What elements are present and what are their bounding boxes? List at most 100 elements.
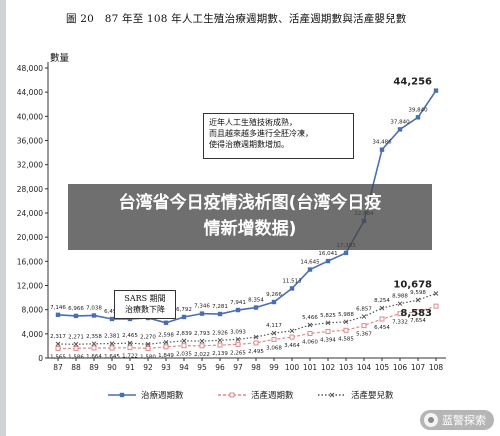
data-point xyxy=(361,323,367,329)
data-label: 7,038 xyxy=(86,305,102,311)
x-tick-label: 93 xyxy=(161,363,171,372)
watermark: 蓝警探索 xyxy=(420,410,494,430)
data-label: 7,346 xyxy=(194,304,210,310)
data-point xyxy=(109,345,115,351)
y-tick-label: 28,000 xyxy=(17,185,43,194)
data-point xyxy=(91,345,97,351)
data-label: 39,840 xyxy=(408,107,428,113)
data-label: 7,332 xyxy=(392,320,408,326)
data-point xyxy=(343,319,349,325)
x-tick-label: 94 xyxy=(179,363,189,372)
data-label: 3,464 xyxy=(284,343,300,349)
data-label: 6,454 xyxy=(374,325,390,331)
data-point xyxy=(307,322,313,328)
data-point xyxy=(415,309,421,315)
data-label: 1,849 xyxy=(158,353,174,359)
data-point xyxy=(433,303,439,309)
policy-annotation: 近年人工生殖技術成熟， 而且越來越多進行全胚冷凍， 使得治療週期數增加。 xyxy=(203,113,354,159)
legend-marker xyxy=(229,392,235,398)
data-label: 6,792 xyxy=(176,307,192,313)
x-tick-label: 88 xyxy=(71,363,81,372)
data-point xyxy=(163,320,169,325)
data-point xyxy=(217,337,223,343)
watermark-text: 蓝警探索 xyxy=(442,414,486,427)
data-label: 2,271 xyxy=(68,334,84,340)
data-point xyxy=(91,341,97,347)
data-point xyxy=(181,338,187,344)
watermark-logo-icon xyxy=(424,413,438,427)
legend-marker xyxy=(119,392,125,398)
x-tick-label: 104 xyxy=(357,363,372,372)
chart-title: 圖 20 87 年至 108 年人工生殖治療週期數、活產週期數與活產嬰兒數 xyxy=(66,13,407,25)
data-point xyxy=(397,127,403,132)
x-tick-label: 95 xyxy=(197,363,207,372)
data-point xyxy=(271,299,277,305)
data-point xyxy=(253,305,259,310)
y-tick-label: 4,000 xyxy=(22,330,44,339)
data-point xyxy=(271,330,277,336)
x-tick-label: 92 xyxy=(143,363,153,372)
data-label: 2,598 xyxy=(158,332,174,338)
data-label: 1,580 xyxy=(140,354,156,360)
data-point xyxy=(127,345,133,351)
data-label: 2,495 xyxy=(248,349,264,355)
data-label: 1,722 xyxy=(122,354,138,360)
data-point xyxy=(343,327,349,333)
data-label: 9,598 xyxy=(410,290,426,296)
data-label: 6,458 xyxy=(104,309,120,315)
x-tick-label: 90 xyxy=(107,363,117,372)
y-tick-label: 40,000 xyxy=(17,112,43,121)
data-point xyxy=(379,305,385,311)
y-tick-label: 32,000 xyxy=(17,161,43,170)
data-label: 4,117 xyxy=(266,323,282,329)
x-tick-label: 107 xyxy=(411,363,426,372)
data-point xyxy=(217,311,223,317)
data-label: 2,381 xyxy=(104,334,120,340)
x-tick-label: 89 xyxy=(89,363,99,372)
data-label: 1,586 xyxy=(68,354,84,360)
data-point xyxy=(361,314,367,319)
data-point xyxy=(145,345,151,351)
data-label: 2,926 xyxy=(212,330,228,336)
x-tick-label: 103 xyxy=(339,363,354,372)
y-tick-label: 0 xyxy=(38,354,43,363)
data-point xyxy=(109,316,115,322)
y-tick-label: 16,000 xyxy=(17,257,43,266)
data-point xyxy=(199,338,205,344)
data-point xyxy=(73,341,79,347)
data-point xyxy=(289,334,295,340)
data-label: 2,465 xyxy=(122,333,138,339)
x-tick-label: 91 xyxy=(125,363,135,372)
data-label: 7,941 xyxy=(230,300,246,306)
x-tick-label: 101 xyxy=(303,363,318,372)
data-label: 37,840 xyxy=(390,119,410,125)
data-label: 1,565 xyxy=(50,355,66,361)
x-tick-label: 108 xyxy=(429,363,444,372)
page-edge-bar xyxy=(0,0,6,436)
data-label: 7,654 xyxy=(410,318,426,324)
data-point xyxy=(55,312,61,318)
data-point xyxy=(109,341,115,346)
data-point xyxy=(325,258,331,264)
data-point xyxy=(289,286,295,291)
x-tick-label: 98 xyxy=(251,363,261,372)
x-tick-label: 105 xyxy=(375,363,390,372)
data-point xyxy=(199,311,205,316)
data-point xyxy=(307,267,313,272)
data-point xyxy=(73,345,79,351)
data-point xyxy=(181,343,187,349)
data-label: 4,060 xyxy=(302,339,318,345)
data-point xyxy=(271,336,277,342)
data-label: 8,583 xyxy=(400,308,432,319)
data-point xyxy=(199,343,205,349)
data-label: 1,664 xyxy=(86,354,102,360)
data-label: 8,988 xyxy=(392,294,408,300)
data-label: 5,988 xyxy=(338,312,354,318)
data-point xyxy=(55,341,61,347)
y-tick-label: 20,000 xyxy=(17,233,43,242)
y-tick-label: 48,000 xyxy=(17,64,43,73)
data-point xyxy=(397,311,403,317)
data-point xyxy=(307,330,313,336)
data-point xyxy=(253,334,259,340)
